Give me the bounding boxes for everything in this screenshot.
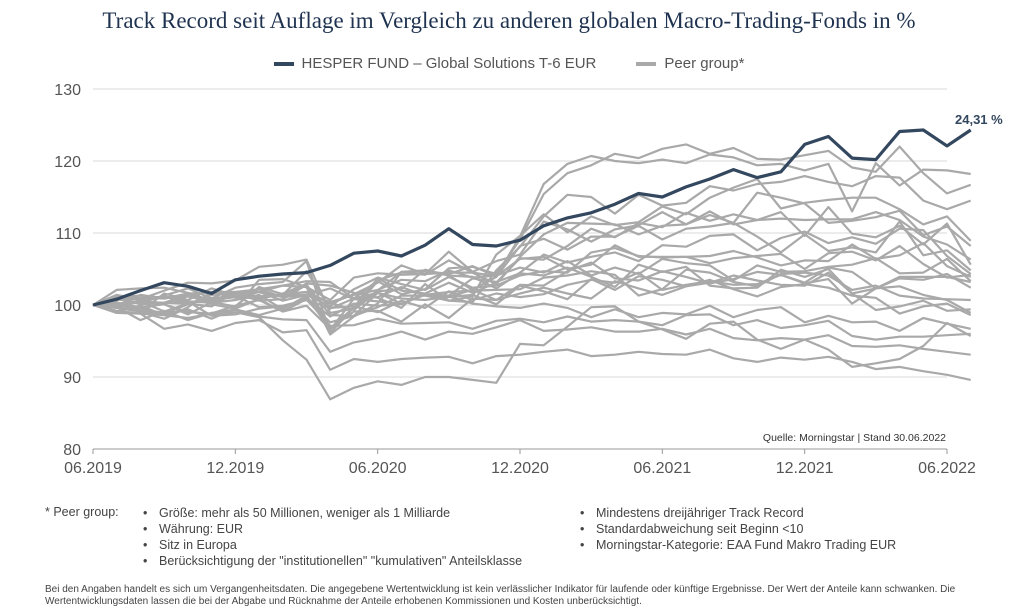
- y-tick-label: 100: [54, 298, 81, 315]
- disclaimer: Bei den Angaben handelt es sich um Verga…: [45, 584, 956, 607]
- series-line-peer: [92, 271, 971, 317]
- series-line-peer: [92, 242, 972, 310]
- series-line-peer: [92, 303, 972, 401]
- y-tick-label: 110: [55, 226, 81, 243]
- series-line-peer: [92, 298, 971, 341]
- note-item: Währung: EUR: [143, 521, 522, 537]
- notes-list-right: Mindestens dreijähriger Track Record Sta…: [580, 505, 896, 553]
- x-tick-label: 06.2020: [349, 460, 407, 477]
- end-value-label: 24,31 %: [955, 112, 1003, 127]
- legend-item-fund: HESPER FUND – Global Solutions T-6 EUR: [273, 55, 597, 72]
- y-tick-label: 120: [54, 154, 81, 171]
- y-tick-label: 130: [54, 82, 81, 99]
- legend-item-peer: Peer group*: [636, 55, 744, 72]
- legend-label-peer: Peer group*: [664, 55, 745, 72]
- series-line-peer: [92, 303, 971, 356]
- series-line-fund: [92, 128, 972, 307]
- x-tick-label: 06.2019: [64, 460, 122, 477]
- note-item: Größe: mehr als 50 Millionen, weniger al…: [143, 505, 522, 521]
- notes-label: * Peer group:: [45, 505, 119, 519]
- x-tick-label: 12.2020: [491, 460, 549, 477]
- note-item: Morningstar-Kategorie: EAA Fund Makro Tr…: [580, 537, 896, 553]
- y-tick-label: 80: [63, 442, 81, 459]
- series-line-peer: [92, 227, 972, 316]
- source-note: Quelle: Morningstar | Stand 30.06.2022: [763, 432, 946, 444]
- x-tick-label: 12.2019: [206, 460, 264, 477]
- y-tick-label: 90: [63, 370, 81, 387]
- notes-list-left: Größe: mehr als 50 Millionen, weniger al…: [143, 505, 522, 569]
- chart-legend: HESPER FUND – Global Solutions T-6 EUR P…: [0, 55, 1018, 72]
- legend-label-fund: HESPER FUND – Global Solutions T-6 EUR: [301, 55, 597, 72]
- series-line-peer: [92, 257, 972, 313]
- note-item: Sitz in Europa: [143, 537, 522, 553]
- x-tick-label: 06.2022: [918, 460, 976, 477]
- note-item: Mindestens dreijähriger Track Record: [580, 505, 896, 521]
- note-item: Berücksichtigung der "institutionellen" …: [143, 553, 522, 569]
- x-tick-label: 12.2021: [776, 460, 834, 477]
- chart-title: Track Record seit Auflage im Vergleich z…: [102, 8, 916, 33]
- legend-swatch-fund: [273, 61, 294, 66]
- series-line-peer: [92, 278, 972, 330]
- x-tick-label: 06.2021: [633, 460, 691, 477]
- line-chart: 80 90 100 110 120 130 06.2019 12.2019 06.2020 12.…: [54, 82, 1003, 477]
- legend-swatch-peer: [636, 61, 657, 66]
- note-item: Standardabweichung seit Beginn <10: [580, 521, 896, 537]
- series-line-peer: [92, 303, 971, 381]
